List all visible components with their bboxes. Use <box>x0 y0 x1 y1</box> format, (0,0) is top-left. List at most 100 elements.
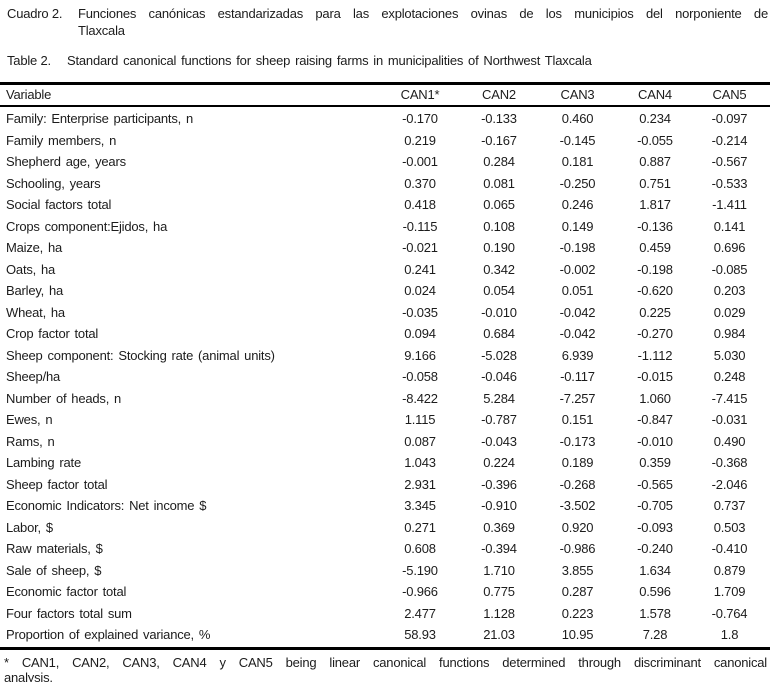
table-row: Sheep factor total 2.931 -0.396 -0.268 -… <box>0 474 766 496</box>
row-variable: Sheep/ha <box>6 369 61 384</box>
table-row: Family members, n 0.219 -0.167 -0.145 -0… <box>0 130 766 152</box>
row-value: 6.939 <box>561 347 594 363</box>
caption-spanish-line2: Tlaxcala <box>78 23 125 38</box>
row-value: 0.065 <box>483 197 515 212</box>
canonical-functions-table: Variable CAN1* CAN2 CAN3 CAN4 CAN5 Famil… <box>0 82 770 650</box>
row-value: 0.141 <box>713 218 746 234</box>
row-variable: Shepherd age, years <box>6 154 126 169</box>
row-value: -0.010 <box>637 433 673 449</box>
table-row: Rams, n 0.087 -0.043 -0.173 -0.010 0.490 <box>0 431 766 453</box>
row-value: -0.021 <box>402 240 438 255</box>
row-value: 0.696 <box>713 240 746 255</box>
row-value: 0.248 <box>713 369 746 384</box>
row-value: 0.751 <box>639 175 671 191</box>
row-value: -0.198 <box>559 240 596 255</box>
row-variable: Four factors total sum <box>6 605 132 621</box>
row-value: -0.031 <box>711 412 748 427</box>
row-value: 0.920 <box>561 519 594 535</box>
row-value: -0.620 <box>637 283 673 298</box>
row-value: 0.246 <box>561 197 594 212</box>
row-value: 1.8 <box>720 627 739 642</box>
row-value: 21.03 <box>483 627 515 642</box>
row-variable: Economic Indicators: Net income $ <box>6 498 207 513</box>
row-variable: Oats, ha <box>6 261 56 277</box>
row-value: 3.345 <box>404 498 436 513</box>
row-value: 1.578 <box>639 605 671 621</box>
row-value: -0.097 <box>711 111 748 126</box>
row-value: -0.396 <box>481 476 517 492</box>
row-value: -0.170 <box>402 111 438 126</box>
row-value: -0.055 <box>637 132 673 148</box>
row-value: -0.787 <box>481 412 517 427</box>
row-value: 0.081 <box>483 175 515 191</box>
row-variable: Maize, ha <box>6 240 63 255</box>
row-value: 0.051 <box>561 283 594 298</box>
row-value: -0.042 <box>559 304 596 320</box>
row-value: 0.151 <box>561 412 594 427</box>
row-value: -0.565 <box>637 476 673 492</box>
table-row: Sheep component: Stocking rate (animal u… <box>0 345 766 367</box>
row-variable: Family members, n <box>6 132 117 148</box>
table-header-row: Variable CAN1* CAN2 CAN3 CAN4 CAN5 <box>0 85 770 107</box>
table-row: Four factors total sum 2.477 1.128 0.223… <box>0 603 766 625</box>
header-cell-can2: CAN2 <box>482 87 516 102</box>
row-value: 1.043 <box>404 455 436 470</box>
row-value: 0.490 <box>713 433 746 449</box>
row-value: 0.369 <box>483 519 515 535</box>
row-value: 0.181 <box>561 154 594 169</box>
row-variable: Raw materials, $ <box>6 541 103 556</box>
row-value: -0.214 <box>711 132 748 148</box>
row-variable: Labor, $ <box>6 519 53 535</box>
row-value: -0.567 <box>711 154 748 169</box>
caption-spanish: Cuadro 2. Funciones canónicas estandariz… <box>0 5 770 39</box>
caption-spanish-label: Cuadro 2. <box>7 6 63 21</box>
row-variable: Crops component:Ejidos, ha <box>6 218 168 234</box>
row-variable: Sale of sheep, $ <box>6 562 102 578</box>
row-value: -0.001 <box>402 154 438 169</box>
row-value: -0.002 <box>559 261 596 277</box>
row-value: 9.166 <box>404 347 436 363</box>
row-value: 0.054 <box>483 283 515 298</box>
row-value: 0.370 <box>404 175 436 191</box>
footnote-line2: analysis. <box>4 669 53 682</box>
row-value: 0.094 <box>404 326 436 341</box>
row-value: -0.240 <box>637 541 673 556</box>
row-value: -0.167 <box>481 132 517 148</box>
row-value: 0.359 <box>639 455 671 470</box>
row-value: -0.250 <box>559 175 596 191</box>
table-row: Lambing rate 1.043 0.224 0.189 0.359 -0.… <box>0 452 766 474</box>
table-row: Labor, $ 0.271 0.369 0.920 -0.093 0.503 <box>0 517 766 539</box>
footnote-line1: * CAN1, CAN2, CAN3, CAN4 y CAN5 being li… <box>4 654 767 670</box>
row-value: 1.710 <box>483 562 515 578</box>
header-cell-can3: CAN3 <box>560 87 595 102</box>
caption-english-text: Standard canonical functions for sheep r… <box>67 53 592 68</box>
row-value: 2.477 <box>404 605 436 621</box>
table-row: Economic factor total -0.966 0.775 0.287… <box>0 581 766 603</box>
row-value: -0.268 <box>559 476 596 492</box>
row-value: -0.173 <box>559 433 596 449</box>
row-value: -0.093 <box>637 519 673 535</box>
table-row: Economic Indicators: Net income $ 3.345 … <box>0 495 766 517</box>
row-value: -0.198 <box>637 261 673 277</box>
row-value: -0.010 <box>481 304 517 320</box>
row-variable: Social factors total <box>6 197 112 212</box>
row-value: -0.847 <box>637 412 673 427</box>
row-value: 0.087 <box>404 433 436 449</box>
row-value: -3.502 <box>559 498 596 513</box>
row-value: 0.225 <box>639 304 671 320</box>
row-value: 0.608 <box>404 541 436 556</box>
row-value: -5.028 <box>481 347 517 363</box>
row-value: -1.112 <box>637 347 673 363</box>
row-value: -0.533 <box>711 175 748 191</box>
row-value: -0.133 <box>481 111 517 126</box>
table-row: Crops component:Ejidos, ha -0.115 0.108 … <box>0 216 766 238</box>
row-variable: Economic factor total <box>6 584 127 599</box>
row-variable: Ewes, n <box>6 412 53 427</box>
row-value: -0.035 <box>402 304 438 320</box>
row-value: -0.085 <box>711 261 748 277</box>
table-row: Barley, ha 0.024 0.054 0.051 -0.620 0.20… <box>0 280 766 302</box>
table-row: Social factors total 0.418 0.065 0.246 1… <box>0 194 766 216</box>
table-row: Number of heads, n -8.422 5.284 -7.257 1… <box>0 388 766 410</box>
row-value: 0.108 <box>483 218 515 234</box>
row-value: 0.737 <box>713 498 746 513</box>
